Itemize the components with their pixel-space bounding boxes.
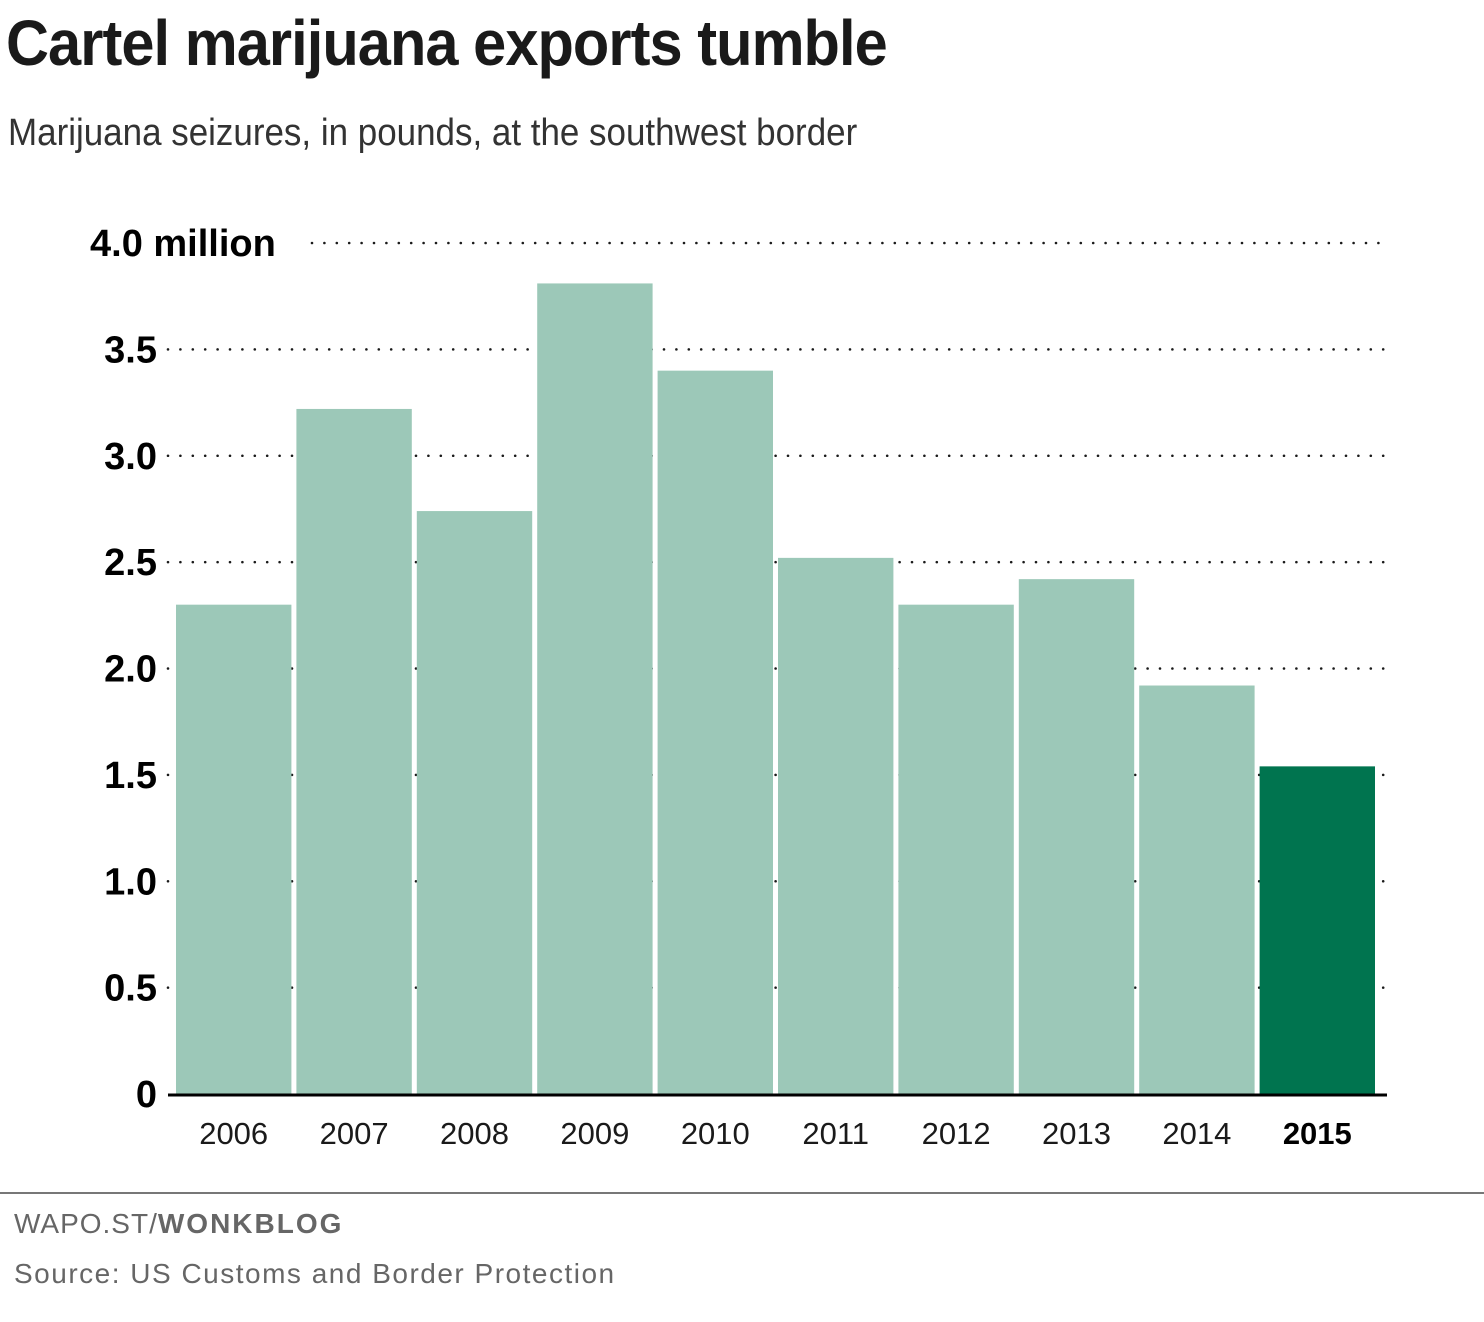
x-tick-label: 2010 <box>681 1116 750 1151</box>
bar-2007 <box>296 408 412 1094</box>
y-tick-label: 2.0 <box>104 649 157 691</box>
x-tick-label: 2009 <box>560 1116 629 1151</box>
y-tick-label: 1.5 <box>104 755 157 797</box>
source-note: Source: US Customs and Border Protection <box>14 1258 616 1289</box>
bar-chart: 00.51.01.52.02.53.03.54.0 million 2006 20… <box>90 223 1389 1151</box>
y-axis-ticks: 0 0.5 1.0 1.5 2.0 2.5 3.0 3.5 4.0 million <box>90 223 276 1116</box>
x-tick-label: 2014 <box>1162 1116 1231 1151</box>
x-tick-label: 2008 <box>440 1116 509 1151</box>
x-tick-label: 2007 <box>320 1116 389 1151</box>
y-tick-label: 0 <box>136 1074 157 1116</box>
bar-2009 <box>537 283 653 1094</box>
credit-prefix: WAPO.ST/ <box>14 1208 158 1239</box>
bar-2010 <box>657 370 773 1094</box>
bar-2014 <box>1139 685 1255 1094</box>
y-tick-label: 0.5 <box>104 968 157 1010</box>
x-tick-label: 2011 <box>802 1116 869 1151</box>
x-tick-label: 2012 <box>922 1116 991 1151</box>
footer-divider <box>0 1192 1484 1194</box>
chart-title: Cartel marijuana exports tumble <box>6 7 888 79</box>
chart-subtitle: Marijuana seizures, in pounds, at the so… <box>8 112 858 154</box>
bar-2012 <box>898 604 1014 1094</box>
x-tick-label: 2015 <box>1283 1116 1352 1151</box>
bar-2013 <box>1018 579 1135 1094</box>
x-tick-label: 2013 <box>1042 1116 1111 1151</box>
bar-2008 <box>416 511 533 1094</box>
bars <box>176 283 1375 1094</box>
credit-line: WAPO.ST/WONKBLOG <box>14 1208 343 1240</box>
y-tick-label: 3.5 <box>104 329 157 371</box>
bar-2011 <box>778 557 894 1094</box>
y-tick-label: 1.0 <box>104 861 157 903</box>
credit-brand: WONKBLOG <box>157 1208 344 1239</box>
y-tick-label: 3.0 <box>104 436 157 478</box>
bar-2006 <box>176 604 292 1094</box>
y-tick-label: 4.0 million <box>90 223 276 265</box>
x-tick-label: 2006 <box>199 1116 268 1151</box>
bar-2015 <box>1259 766 1375 1094</box>
y-tick-label: 2.5 <box>104 542 157 584</box>
x-axis-ticks: 2006 2007 2008 2009 2010 2011 2012 2013 2014 2015 <box>199 1116 1352 1151</box>
